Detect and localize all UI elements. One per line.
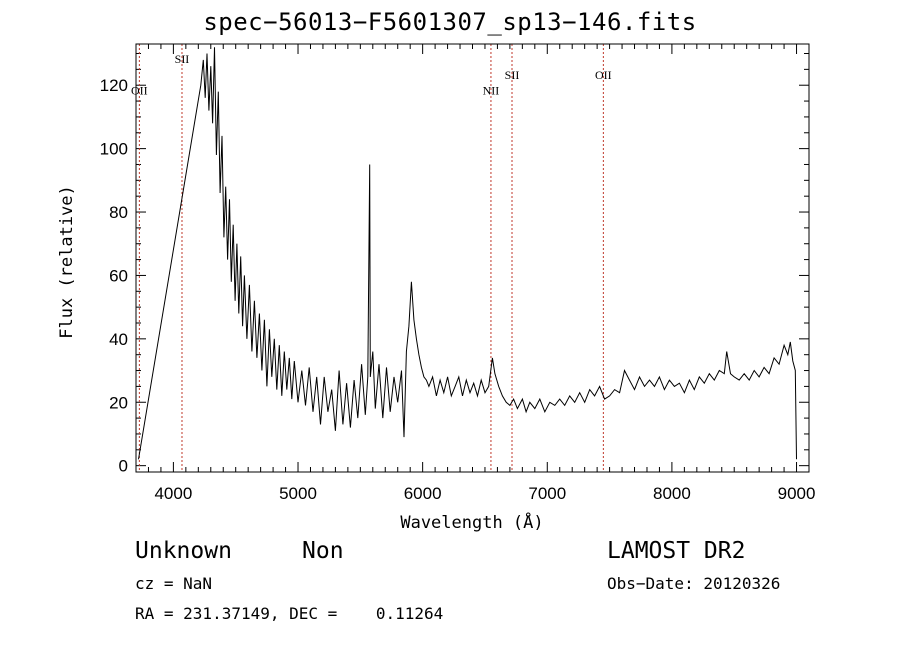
survey-name: LAMOST DR2 bbox=[607, 538, 746, 564]
observation-date: Obs−Date: 20120326 bbox=[607, 574, 781, 593]
y-tick-label: 80 bbox=[109, 203, 128, 222]
x-tick-label: 4000 bbox=[154, 484, 192, 503]
y-tick-label: 60 bbox=[109, 266, 128, 285]
y-tick-label: 40 bbox=[109, 330, 128, 349]
x-tick-label: 8000 bbox=[653, 484, 691, 503]
y-axis-label: Flux (relative) bbox=[57, 185, 77, 339]
y-tick-label: 100 bbox=[100, 140, 128, 159]
spectral-line-label: SII bbox=[175, 52, 190, 66]
flux-series-line bbox=[138, 47, 797, 460]
x-tick-label: 7000 bbox=[528, 484, 566, 503]
redshift-cz: cz = NaN bbox=[135, 574, 213, 593]
spectral-line-label: OII bbox=[595, 68, 612, 82]
object-subclass: Non bbox=[302, 538, 344, 564]
plot-frame bbox=[135, 43, 810, 473]
axis-tick-labels: 4000 5000 6000 7000 8000 9000 0 20 40 60 80 100 120 S… bbox=[100, 52, 816, 503]
x-tick-label: 6000 bbox=[404, 484, 442, 503]
object-class: Unknown bbox=[135, 538, 232, 564]
x-axis-label: Wavelength (Å) bbox=[400, 511, 543, 533]
spectral-line-label: NII bbox=[483, 84, 500, 98]
y-tick-label: 120 bbox=[100, 76, 128, 95]
spectral-line-markers bbox=[138, 44, 604, 472]
y-tick-label: 20 bbox=[109, 393, 128, 412]
chart-title: spec−56013−F5601307_sp13−146.fits bbox=[203, 8, 697, 36]
axis-ticks bbox=[135, 44, 810, 472]
spectral-line-label: OII bbox=[131, 84, 148, 98]
x-tick-label: 5000 bbox=[279, 484, 317, 503]
x-tick-label: 9000 bbox=[778, 484, 816, 503]
ra-dec-coordinates: RA = 231.37149, DEC = 0.11264 bbox=[135, 604, 444, 623]
spectral-line-label: SII bbox=[505, 68, 520, 82]
y-tick-label: 0 bbox=[119, 457, 128, 476]
